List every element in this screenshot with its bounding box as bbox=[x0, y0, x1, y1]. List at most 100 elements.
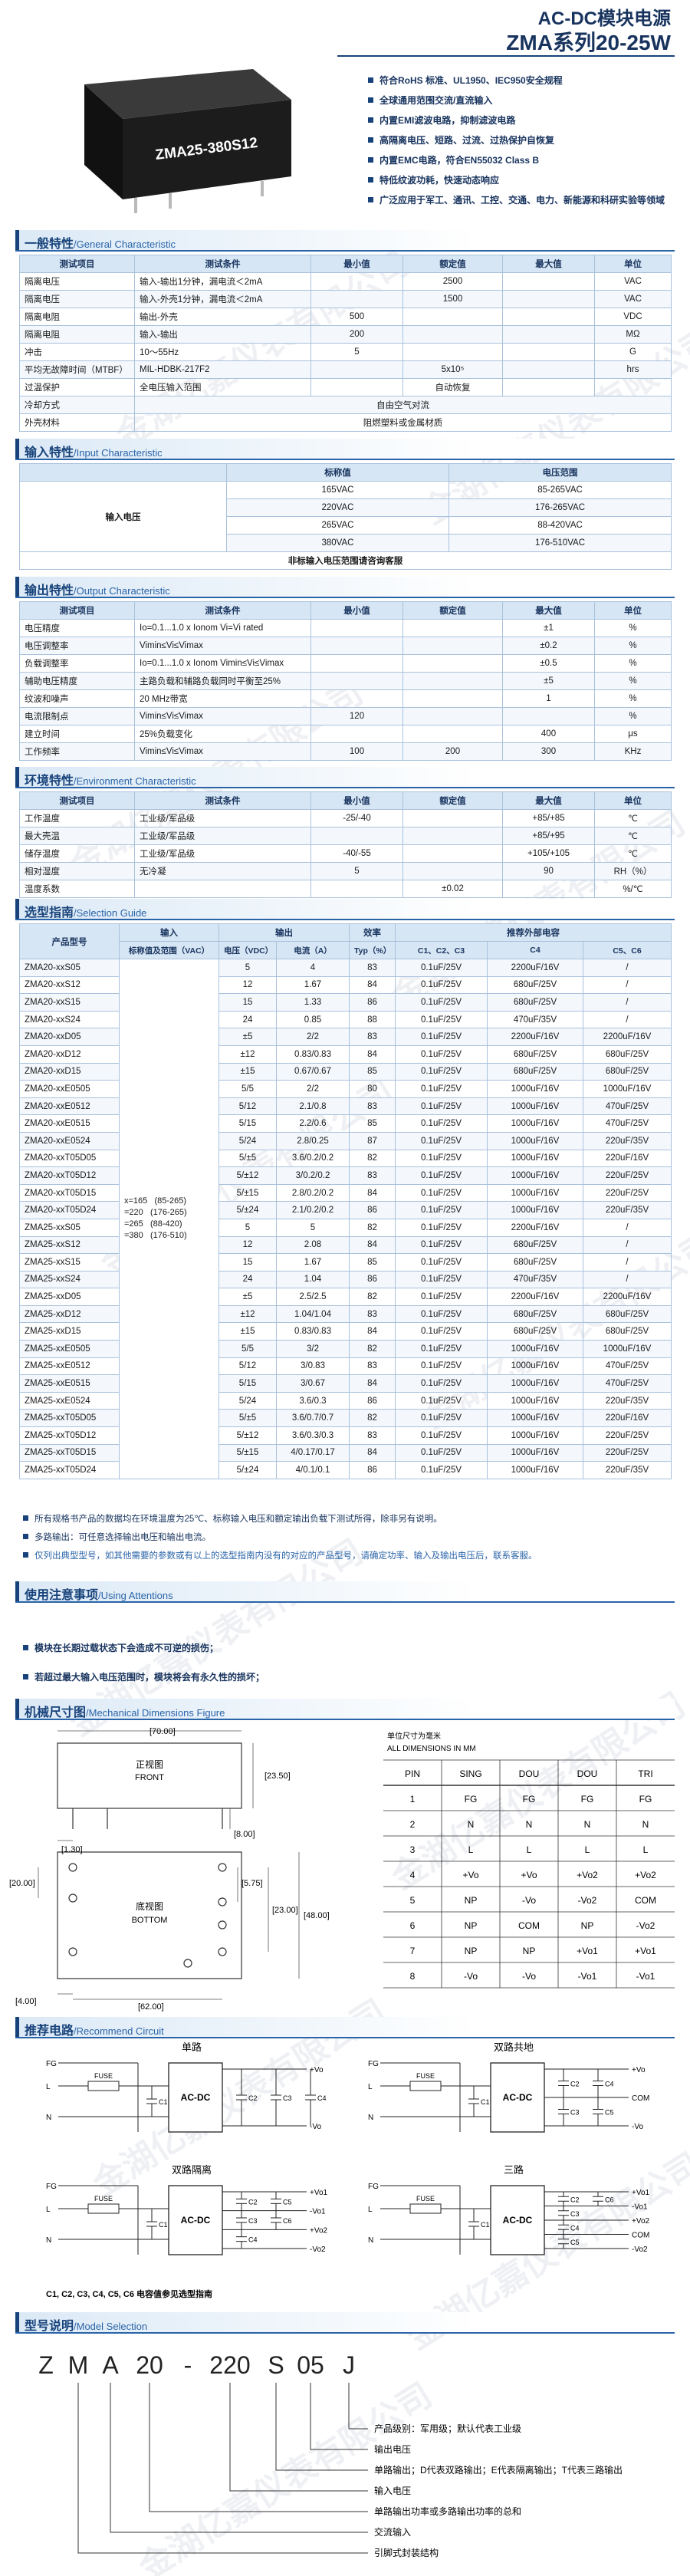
capacitor-label: C4 bbox=[605, 2081, 614, 2088]
pin-hole bbox=[68, 1893, 77, 1903]
column-header bbox=[19, 463, 227, 482]
cell: 5x10⁵ bbox=[402, 360, 503, 379]
table-row: ZMA25-xxS05 5 5 82 0.1uF/25V 2200uF/16V / bbox=[19, 1218, 672, 1237]
cell: ZMA25-xxT05D12 bbox=[19, 1426, 120, 1445]
output-label: +Vo2 bbox=[632, 2217, 650, 2226]
cell: 5 bbox=[310, 862, 403, 880]
capacitor-label: C6 bbox=[283, 2217, 292, 2225]
cell: ZMA20-xxD15 bbox=[19, 1062, 120, 1081]
cell bbox=[502, 308, 595, 326]
cell: 83 bbox=[349, 1166, 396, 1185]
output-label: +Vo2 bbox=[310, 2226, 328, 2235]
capacitor-label: C5 bbox=[570, 2239, 580, 2246]
cell: 0.67/0.67 bbox=[276, 1062, 350, 1081]
module-block bbox=[168, 2062, 223, 2133]
cell: 1.67 bbox=[276, 975, 350, 995]
cell: 5/±24 bbox=[219, 1201, 277, 1219]
cell: 0.1uF/25V bbox=[395, 1062, 488, 1081]
cell: ±5 bbox=[219, 1028, 277, 1046]
column-header: 标称值 bbox=[226, 463, 449, 482]
cell: 电压调整率 bbox=[19, 637, 135, 655]
cell: 0.1uF/25V bbox=[395, 1201, 488, 1219]
column-header: 效率 bbox=[349, 923, 396, 942]
cell: 680uF/25V bbox=[487, 975, 583, 995]
output-label: +Vo bbox=[310, 2066, 324, 2074]
view-label: 底视图 bbox=[136, 1900, 163, 1912]
cell: 5/±15 bbox=[219, 1183, 277, 1202]
section-title-en: /Mechanical Dimensions Figure bbox=[86, 1707, 225, 1719]
table-row: 辅助电压精度 主路负载和辅路负载同时平衡至25% ±5% bbox=[19, 672, 672, 690]
cell: 0.1uF/25V bbox=[395, 1391, 488, 1410]
circuit-title: 单路 bbox=[182, 2041, 202, 2053]
cell: 220uF/25V bbox=[582, 1166, 672, 1185]
cell: / bbox=[582, 1010, 672, 1029]
cell: +85/+95 bbox=[502, 827, 595, 845]
cell: ZMA25-xxD15 bbox=[19, 1322, 120, 1341]
column-header: 额定值 bbox=[402, 791, 503, 810]
cell: 1000uF/16V bbox=[487, 1149, 583, 1168]
cell: 470uF/25V bbox=[582, 1097, 672, 1116]
module-block bbox=[168, 2185, 223, 2255]
cell: 0.1uF/25V bbox=[395, 1357, 488, 1376]
cell: 3/2 bbox=[276, 1340, 350, 1358]
fuse bbox=[409, 2081, 442, 2091]
column-header: 测试条件 bbox=[134, 255, 311, 273]
cell: 200 bbox=[310, 325, 403, 344]
cell: ℃ bbox=[594, 844, 672, 863]
cell: 阻燃塑料或金属材质 bbox=[134, 413, 672, 432]
cell: 85 bbox=[349, 1062, 396, 1081]
cell: VAC bbox=[594, 290, 672, 308]
table-row: 隔离电阻 输出-外壳 500 VDC bbox=[19, 308, 672, 326]
cell: 2200uF/16V bbox=[582, 1028, 672, 1046]
pin-cell: -Vo bbox=[522, 1895, 536, 1906]
circuit-title: 三路 bbox=[504, 2164, 524, 2176]
cell bbox=[502, 707, 595, 725]
section-title: 输入特性/Input Characteristic bbox=[25, 446, 163, 459]
cell: 220uF/35V bbox=[582, 1201, 672, 1219]
pin-cell: +Vo1 bbox=[577, 1946, 598, 1956]
cell: 5/15 bbox=[219, 1114, 277, 1133]
model-code-part: 20 bbox=[136, 2351, 163, 2379]
table-row: 隔离电压 输入-输出1分钟，漏电流＜2mA 2500 VAC bbox=[19, 272, 672, 291]
cell: 12 bbox=[219, 975, 277, 995]
module-side bbox=[84, 84, 123, 199]
cell: 12 bbox=[219, 1235, 277, 1255]
output-label: -Vo2 bbox=[310, 2245, 326, 2254]
table-row: ZMA25-xxS15 15 1.67 85 0.1uF/25V 680uF/25V / bbox=[19, 1253, 672, 1272]
capacitor-label: C1 bbox=[159, 2098, 168, 2106]
column-header: 单位 bbox=[594, 601, 672, 620]
section-header: 机械尺寸图/Mechanical Dimensions Figure bbox=[15, 1699, 675, 1720]
model-code-part: S bbox=[268, 2351, 284, 2379]
cell: 隔离电阻 bbox=[19, 308, 135, 326]
feature-item: 内置EMI滤波电路，抑制滤波电路 bbox=[368, 114, 515, 127]
table-row: ZMA20-xxS24 24 0.85 88 0.1uF/25V 470uF/35V / bbox=[19, 1010, 672, 1029]
cell: / bbox=[582, 959, 672, 977]
cell: 0.1uF/25V bbox=[395, 1443, 488, 1462]
table-row: 电压调整率 Vimin≤Vi≤Vimax ±0.2% bbox=[19, 637, 672, 655]
section-header: 型号说明/Model Selection bbox=[15, 2312, 675, 2334]
cell: 220uF/16V bbox=[582, 1149, 672, 1168]
cell: 2.8/0.2/0.2 bbox=[276, 1183, 350, 1202]
section-title: 选型指南/Selection Guide bbox=[25, 906, 147, 920]
input-label: N bbox=[46, 2114, 51, 2122]
cell: 冲击 bbox=[19, 343, 135, 361]
pin bbox=[261, 181, 264, 196]
leader-line bbox=[149, 2383, 368, 2512]
cell bbox=[502, 378, 595, 396]
model-code-part: M bbox=[68, 2351, 89, 2379]
cell: 工作频率 bbox=[19, 742, 135, 761]
cell: 86 bbox=[349, 1270, 396, 1289]
section-title: 推荐电路/Recommend Circuit bbox=[25, 2025, 164, 2038]
module-front bbox=[123, 100, 291, 199]
cell: 1000uF/16V bbox=[487, 1409, 583, 1428]
input-label: FG bbox=[368, 2060, 379, 2068]
column-header: 最大值 bbox=[502, 255, 595, 273]
table-row: ZMA25-xxS24 24 1.04 86 0.1uF/25V 470uF/35V / bbox=[19, 1270, 672, 1289]
cell: 0.1uF/25V bbox=[395, 1235, 488, 1255]
pin-cell: +Vo bbox=[521, 1870, 537, 1880]
cell: MIL-HDBK-217F2 bbox=[134, 360, 311, 379]
cell: ±15 bbox=[219, 1322, 277, 1341]
pin-cell: NP bbox=[465, 1946, 478, 1956]
table-row: ZMA25-xxT05D12 5/±12 3.6/0.3/0.3 83 0.1uF/25… bbox=[19, 1426, 672, 1445]
bottom-view bbox=[57, 1851, 242, 1979]
